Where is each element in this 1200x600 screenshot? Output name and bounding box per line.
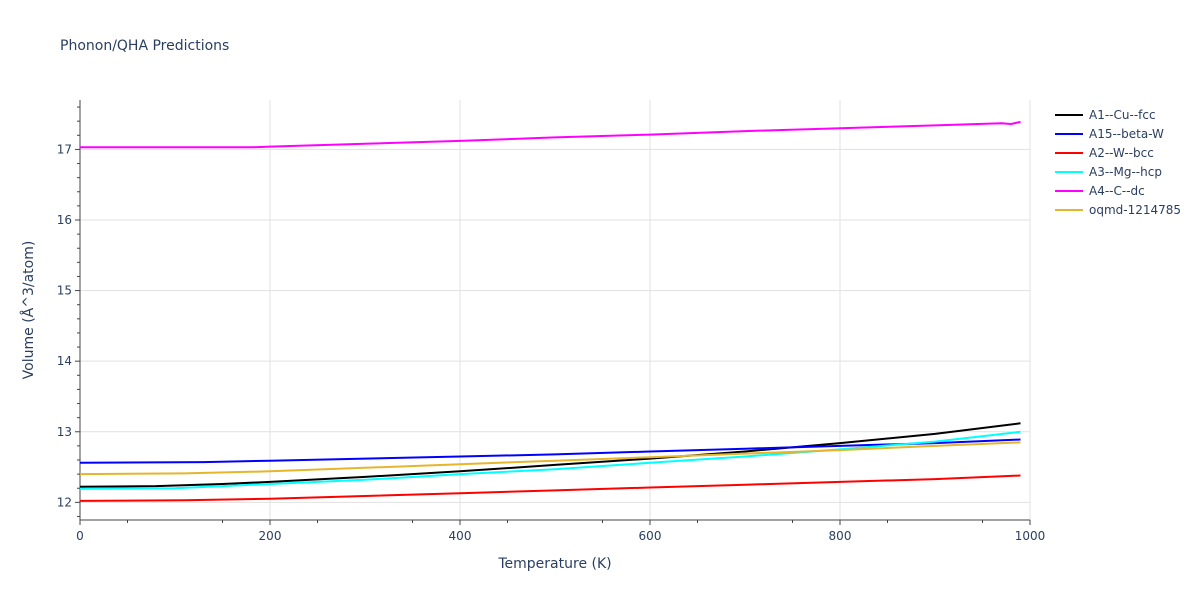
y-tick-label: 13 [57, 425, 72, 439]
series-line-a3-mg-hcp [79, 430, 1021, 490]
legend-label-a15-beta-w: A15--beta-W [1089, 127, 1164, 141]
y-tick-label: 14 [57, 354, 72, 368]
legend-label-a1-cu-fcc: A1--Cu--fcc [1089, 108, 1156, 122]
x-tick-label: 400 [449, 529, 472, 543]
x-tick-label: 0 [76, 529, 84, 543]
y-tick-label: 16 [57, 213, 72, 227]
legend-label-a2-w-bcc: A2--W--bcc [1089, 146, 1154, 160]
y-tick-label: 12 [57, 495, 72, 509]
legend-label-oqmd-1214785: oqmd-1214785 [1089, 203, 1181, 217]
x-tick-label: 200 [259, 529, 282, 543]
series-line-a4-c-dc [80, 120, 1021, 149]
x-tick-label: 600 [639, 529, 662, 543]
x-axis-title: Temperature (K) [497, 556, 611, 572]
series-line-a15-beta-w [79, 438, 1021, 464]
y-tick-label: 17 [57, 142, 72, 156]
series-line-oqmd-1214785 [79, 441, 1021, 476]
axes: 0 200 400 600 800 1000 12 13 14 15 16 17 [57, 100, 1046, 543]
x-tick-label: 1000 [1015, 529, 1046, 543]
legend-label-a4-c-dc: A4--C--dc [1089, 184, 1145, 198]
x-tick-label: 800 [829, 529, 852, 543]
chart-title: Phonon/QHA Predictions [60, 38, 229, 54]
legend: A1--Cu--fcc A15--beta-W A2--W--bcc A3--Mg--… [1055, 108, 1181, 217]
series-line-a2-w-bcc [79, 474, 1021, 502]
legend-label-a3-mg-hcp: A3--Mg--hcp [1089, 165, 1162, 179]
plot-area [79, 120, 1021, 502]
y-axis-title: Volume (Å^3/atom) [20, 241, 37, 380]
series-line-a1-cu-fcc [79, 422, 1021, 488]
grid [79, 100, 1031, 520]
y-tick-label: 15 [57, 284, 72, 298]
